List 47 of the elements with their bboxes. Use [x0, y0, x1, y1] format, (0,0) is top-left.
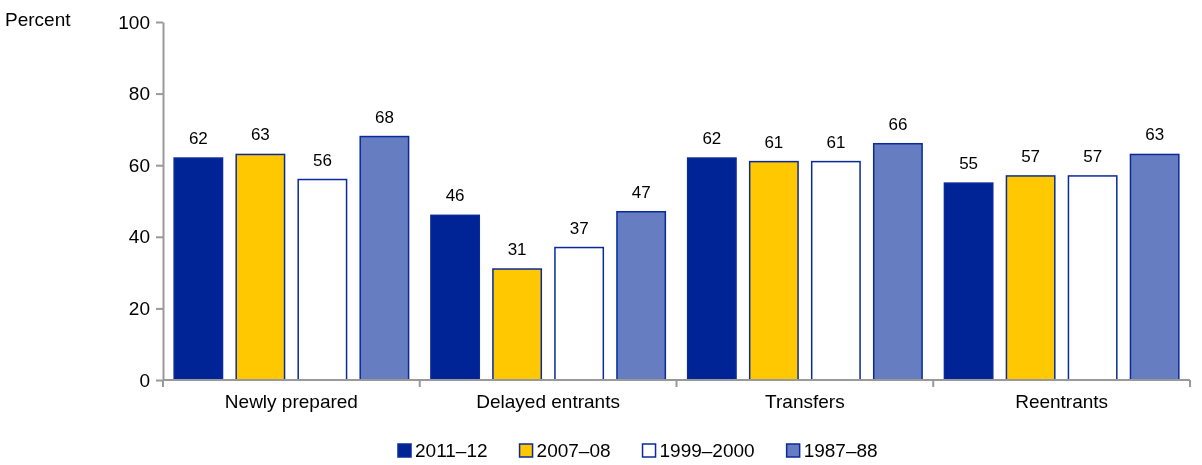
y-tick-label: 0	[139, 369, 150, 391]
y-tick-label: 20	[128, 297, 150, 319]
data-label: 56	[312, 150, 332, 170]
data-label: 57	[1021, 146, 1041, 166]
data-label: 63	[1145, 125, 1165, 145]
x-tick-label: Reentrants	[1015, 391, 1109, 413]
data-label: 68	[374, 107, 394, 127]
y-tick-label: 80	[128, 83, 150, 105]
y-tick-label: 60	[128, 154, 150, 176]
data-label: 37	[569, 218, 589, 238]
bar	[359, 135, 410, 381]
legend-label: 1987–88	[803, 440, 878, 461]
data-label: 61	[826, 132, 846, 152]
x-tick-label: Transfers	[765, 391, 845, 413]
y-tick-label: 40	[128, 226, 150, 248]
data-label: 66	[888, 114, 908, 134]
x-tick-label: Delayed entrants	[476, 391, 620, 413]
bar	[492, 268, 543, 381]
bar	[686, 157, 737, 381]
data-label: 62	[702, 129, 722, 149]
bar	[173, 157, 224, 381]
legend-label: 2011–12	[415, 440, 488, 461]
y-tick-label: 100	[118, 11, 150, 33]
data-label: 63	[250, 125, 270, 145]
bar	[616, 210, 667, 381]
legend-label: 2007–08	[536, 440, 611, 461]
data-label: 46	[445, 186, 465, 206]
y-axis-title: Percent	[5, 9, 72, 30]
data-label: 62	[188, 129, 208, 149]
bar	[810, 160, 861, 381]
bar	[297, 178, 348, 381]
bar	[235, 153, 286, 381]
bar	[1067, 175, 1118, 381]
data-label: 47	[631, 182, 651, 202]
bar	[748, 160, 799, 381]
data-label: 57	[1083, 146, 1103, 166]
data-label: 31	[507, 240, 527, 260]
x-tick-label: Newly prepared	[224, 391, 358, 413]
data-label: 55	[959, 154, 979, 174]
bar	[1129, 153, 1180, 381]
bar	[554, 246, 605, 381]
data-label: 61	[764, 132, 784, 152]
bar	[1005, 175, 1056, 381]
bar	[872, 142, 923, 381]
legend-label: 1999–2000	[659, 440, 755, 461]
bar	[943, 182, 994, 381]
bar	[430, 214, 481, 381]
